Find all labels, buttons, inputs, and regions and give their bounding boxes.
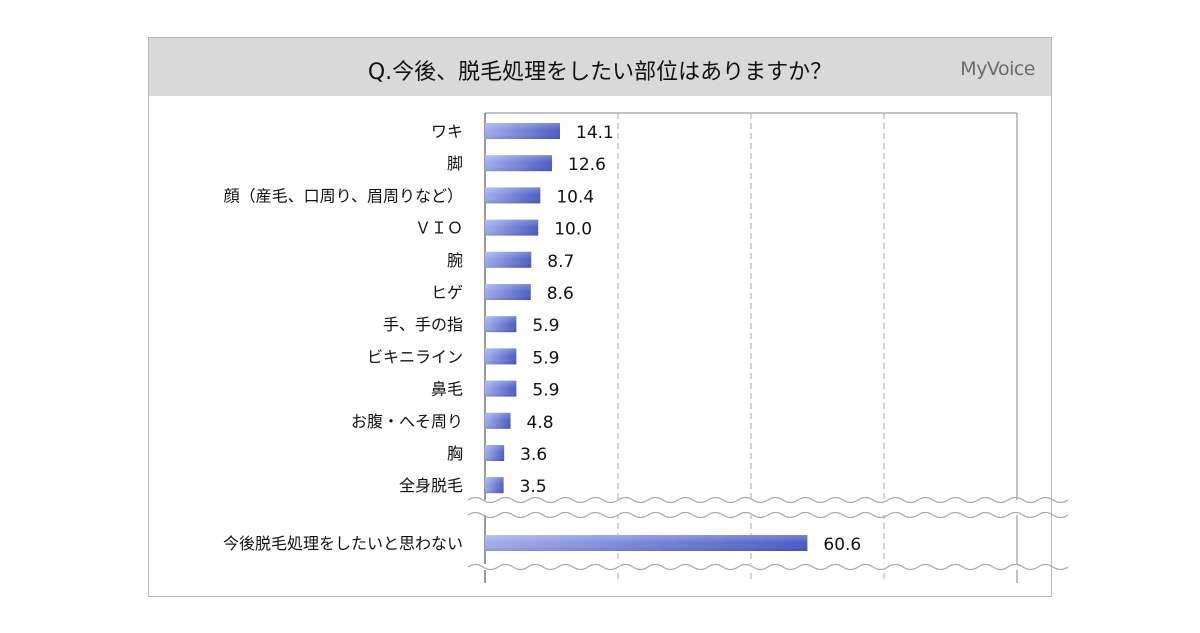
break-mask <box>470 500 1040 515</box>
bar-shade <box>485 219 539 236</box>
category-label: 胸 <box>447 444 463 463</box>
value-label: 5.9 <box>532 316 559 336</box>
bar-shade <box>485 445 505 461</box>
myvoice-logo: MyVoice <box>960 58 1035 80</box>
bar-shade <box>485 251 532 268</box>
bar-shade <box>485 380 517 397</box>
value-label: 5.9 <box>532 348 559 368</box>
axis-break <box>467 496 1069 571</box>
category-label: 腕 <box>447 251 463 270</box>
category-label: 鼻毛 <box>431 380 463 399</box>
category-label: お腹・へそ周り <box>351 412 463 431</box>
value-label: 12.6 <box>568 155 606 175</box>
bar-shade <box>485 535 808 551</box>
value-label: 3.6 <box>520 445 547 465</box>
value-label: 10.4 <box>556 187 594 207</box>
value-label: 3.5 <box>520 477 547 497</box>
category-label: 全身脱毛 <box>399 476 463 495</box>
bar-shade <box>485 477 504 494</box>
bottom-wave <box>467 563 1069 571</box>
bottom-mask <box>470 564 1040 570</box>
category-label: ワキ <box>431 122 463 141</box>
value-label: 8.6 <box>547 284 574 304</box>
bars <box>485 123 808 551</box>
category-label: 顔（産毛、口周り、眉周りなど） <box>224 186 463 205</box>
value-label: 4.8 <box>527 413 554 433</box>
category-label: ＶＩＯ <box>415 219 463 238</box>
bar-shade <box>485 284 531 300</box>
bar-shade <box>485 155 553 172</box>
category-label: ヒゲ <box>431 283 463 302</box>
chart-title: Q.今後、脱毛処理をしたい部位はありますか？ <box>367 60 833 85</box>
break-wave-bottom <box>467 511 1069 519</box>
chart-header: Q.今後、脱毛処理をしたい部位はありますか？ MyVoice <box>149 38 1051 96</box>
category-label: 脚 <box>447 154 463 173</box>
break-wave-top <box>467 496 1069 504</box>
bar-shade <box>485 123 561 139</box>
value-label: 10.0 <box>554 220 592 240</box>
category-label: 手、手の指 <box>383 315 463 334</box>
category-label: ビキニライン <box>367 347 463 366</box>
value-label: 60.6 <box>823 535 861 555</box>
category-label: 今後脱毛処理をしたいと思わない <box>223 534 463 553</box>
bar-shade <box>485 412 511 429</box>
value-label: 14.1 <box>576 123 614 143</box>
value-label: 8.7 <box>547 252 574 272</box>
bar-shade <box>485 187 541 204</box>
bar-shade <box>485 316 517 333</box>
bar-shade <box>485 348 517 365</box>
labels: ワキ 14.1 脚 12.6 顔（産毛、口周り、眉周りなど） 10.4 ＶＩＯ 10.0 腕 8.… <box>223 122 861 555</box>
value-label: 5.9 <box>532 381 559 401</box>
